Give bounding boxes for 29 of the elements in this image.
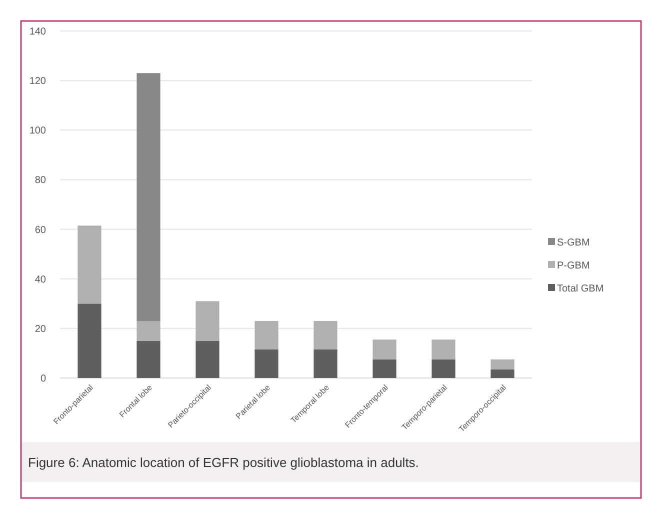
bar bbox=[314, 320, 338, 350]
bar bbox=[314, 349, 338, 378]
legend-label: S-GBM bbox=[557, 238, 590, 248]
bar bbox=[490, 369, 514, 378]
bar bbox=[196, 301, 220, 341]
bar bbox=[372, 359, 396, 378]
bar bbox=[136, 340, 160, 378]
y-tick-label: 40 bbox=[34, 274, 46, 286]
y-tick-label: 100 bbox=[29, 126, 46, 137]
bar bbox=[136, 73, 160, 321]
bar bbox=[78, 226, 102, 304]
bar bbox=[432, 340, 456, 360]
caption: Figure 6: Anatomic location of EGFR positive glioblastoma in adults. bbox=[28, 455, 419, 470]
bar bbox=[490, 359, 514, 370]
y-tick-label: 120 bbox=[29, 76, 46, 88]
legend-label: P-GBM bbox=[557, 260, 590, 272]
legend-label: Total GBM bbox=[557, 284, 604, 294]
y-tick-label: 0 bbox=[40, 374, 46, 384]
bar bbox=[136, 320, 160, 341]
bar bbox=[254, 349, 278, 378]
bar bbox=[78, 304, 102, 378]
bar bbox=[254, 320, 278, 350]
bar bbox=[196, 340, 220, 378]
bar bbox=[432, 359, 456, 378]
y-tick-label: 140 bbox=[29, 26, 46, 38]
y-tick-label: 20 bbox=[34, 324, 46, 335]
y-tick-label: 80 bbox=[34, 175, 46, 186]
y-tick-label: 60 bbox=[34, 224, 46, 236]
bar bbox=[372, 340, 396, 360]
